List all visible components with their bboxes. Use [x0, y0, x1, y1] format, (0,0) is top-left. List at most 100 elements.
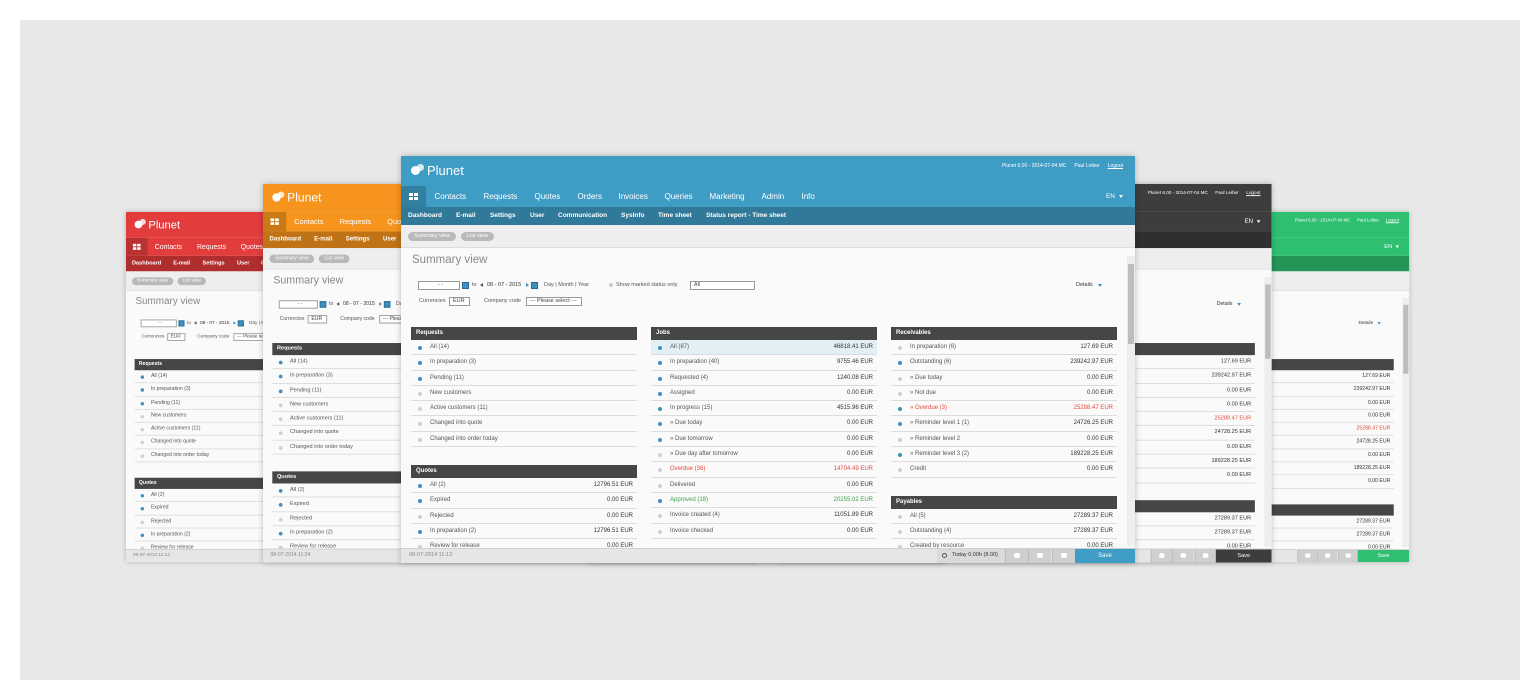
summary-row[interactable]: Invoice checked 0.00 EUR [651, 524, 877, 539]
summary-row[interactable]: Changed into order today [272, 440, 483, 455]
summary-row[interactable]: 0.00 EUR [1199, 449, 1394, 463]
summary-row[interactable]: » Reminder level 3 (2) 189228.25 EUR [891, 447, 1117, 463]
summary-row[interactable]: In preparation (3) [411, 355, 637, 371]
logout-link[interactable]: Logout [1385, 218, 1399, 224]
menu-item[interactable]: Queries [664, 192, 693, 201]
submenu-item[interactable]: User [382, 236, 397, 243]
company-select[interactable]: --- Please select --- [526, 297, 582, 306]
footer-icon-button[interactable] [1337, 549, 1358, 563]
submenu-item[interactable]: E-mail [456, 212, 476, 219]
summary-row[interactable]: Active customers (11) [272, 412, 483, 427]
save-button[interactable]: Save [1357, 549, 1410, 563]
menu-item[interactable]: Requests [483, 192, 518, 201]
summary-row[interactable]: 27289.37 EUR [1199, 515, 1394, 529]
footer-icon-button[interactable] [1005, 549, 1028, 563]
summary-row[interactable]: Rejected 0.00 EUR [411, 509, 637, 524]
summary-row[interactable]: » Reminder level 1 (1) 24726.25 EUR [891, 416, 1117, 432]
footer-icon-button[interactable] [1028, 549, 1051, 563]
summary-row[interactable]: 0.00 EUR [1199, 397, 1394, 410]
today-box[interactable] [937, 549, 1005, 563]
menu-item[interactable]: Admin [761, 192, 785, 201]
summary-row[interactable]: » Due today 0.00 EUR [891, 371, 1117, 386]
summary-row[interactable]: Assigned 0.00 EUR [651, 386, 877, 402]
footer-icon-button[interactable] [1317, 549, 1337, 563]
details-toggle[interactable]: Details [1076, 282, 1093, 288]
summary-row[interactable]: Review for release [272, 540, 482, 549]
summary-row[interactable]: Rejected [272, 512, 483, 527]
prev-arrow[interactable] [480, 283, 483, 287]
language-select[interactable]: EN [1384, 243, 1393, 250]
currency-select[interactable]: EUR [167, 333, 186, 341]
footer-icon-button[interactable] [1150, 549, 1173, 563]
submenu-item[interactable]: User [236, 260, 250, 267]
calendar-icon[interactable] [531, 282, 538, 289]
calendar-icon[interactable] [462, 282, 469, 289]
next-arrow[interactable] [526, 283, 529, 287]
footer-icon-button[interactable] [1194, 549, 1216, 563]
summary-row[interactable]: New customers [272, 398, 483, 413]
summary-row[interactable]: In preparation (3) [134, 383, 329, 397]
calendar-icon[interactable] [178, 320, 185, 327]
view-tab[interactable]: Summary view [132, 277, 174, 286]
summary-row[interactable]: » Due tomorrow 0.00 EUR [651, 432, 877, 448]
summary-row[interactable]: In preparation (2) 12796.51 EUR [411, 524, 637, 540]
calendar-icon[interactable] [237, 320, 244, 327]
summary-row[interactable]: In preparation (2) [272, 526, 483, 541]
language-select[interactable]: EN [1244, 218, 1254, 225]
menu-item[interactable]: Requests [196, 242, 227, 251]
summary-row[interactable]: Expired 0.00 EUR [411, 493, 637, 509]
view-tab[interactable]: Summary view [269, 254, 315, 264]
scrollbar-thumb[interactable] [1265, 284, 1271, 359]
summary-row[interactable]: 0.00 EUR [1044, 440, 1255, 455]
submenu-item[interactable]: SysInfo [621, 212, 645, 219]
summary-row[interactable]: Review for release [135, 542, 329, 550]
date-from-input[interactable]: - - [278, 300, 318, 309]
summary-row[interactable]: Invoice created (4) 11051.89 EUR [651, 508, 877, 524]
submenu-item[interactable]: Communication [558, 212, 608, 219]
summary-row[interactable]: 24728.25 EUR [1044, 426, 1255, 441]
summary-row[interactable]: All (87) 46818.41 EUR [651, 340, 877, 356]
summary-row[interactable]: » Overdue (3) 25288.47 EUR [891, 401, 1117, 417]
home-button[interactable] [401, 186, 426, 207]
calendar-icon[interactable] [383, 301, 391, 308]
summary-row[interactable]: Changed into quote [411, 416, 637, 432]
summary-row[interactable]: All (14) [411, 340, 637, 356]
summary-row[interactable]: In preparation (2) [134, 528, 329, 542]
summary-row[interactable]: 127.69 EUR [1199, 370, 1394, 384]
footer-icon-button[interactable] [1297, 549, 1318, 563]
submenu-item[interactable]: E-mail [314, 236, 333, 243]
submenu-item[interactable]: E-mail [173, 260, 191, 267]
submenu-item[interactable]: Dashboard [132, 260, 162, 267]
summary-row[interactable]: In preparation (40) 9755.46 EUR [651, 355, 877, 371]
menu-item[interactable]: Quotes [387, 217, 412, 226]
summary-row[interactable]: 239242.97 EUR [1199, 383, 1394, 397]
submenu-item[interactable]: Settings [490, 212, 516, 219]
submenu-item[interactable]: Status report - Time sheet [706, 212, 787, 219]
prev-arrow[interactable] [336, 302, 340, 306]
summary-row[interactable]: 0.00 EUR [1045, 540, 1255, 548]
summary-row[interactable]: All (14) [134, 370, 329, 384]
scrollbar-thumb[interactable] [1128, 264, 1134, 344]
save-button[interactable]: Save [1075, 549, 1135, 563]
date-from-input[interactable]: - - [418, 281, 460, 290]
date-to-input[interactable]: 08 - 07 - 2015 [487, 282, 522, 288]
summary-row[interactable]: All (14) [272, 355, 483, 370]
summary-row[interactable]: All (2) 12796.51 EUR [411, 478, 637, 494]
summary-row[interactable]: Pending (11) [134, 397, 329, 410]
date-to-input[interactable]: 08 - 07 - 2015 [199, 320, 230, 326]
summary-row[interactable]: 0.00 EUR [1199, 475, 1394, 489]
summary-row[interactable]: In preparation (3) [272, 369, 483, 384]
summary-row[interactable]: 27289.37 EUR [1199, 528, 1394, 542]
summary-row[interactable]: All (2) [272, 484, 483, 498]
summary-row[interactable]: 0.00 EUR [1044, 469, 1255, 484]
summary-row[interactable]: 239242.97 EUR [1044, 369, 1255, 384]
summary-row[interactable]: Delivered 0.00 EUR [651, 478, 877, 493]
summary-row[interactable]: Changed into quote [134, 436, 329, 450]
summary-row[interactable]: 0.00 EUR [1199, 542, 1393, 549]
prev-arrow[interactable] [193, 321, 197, 325]
summary-row[interactable]: 27289.37 EUR [1044, 526, 1255, 541]
scrollbar-thumb[interactable] [1403, 304, 1409, 374]
summary-row[interactable]: Active customers (11) [134, 423, 329, 437]
menu-item[interactable]: Quotes [534, 192, 561, 201]
summary-row[interactable]: 0.00 EUR [1044, 398, 1255, 413]
